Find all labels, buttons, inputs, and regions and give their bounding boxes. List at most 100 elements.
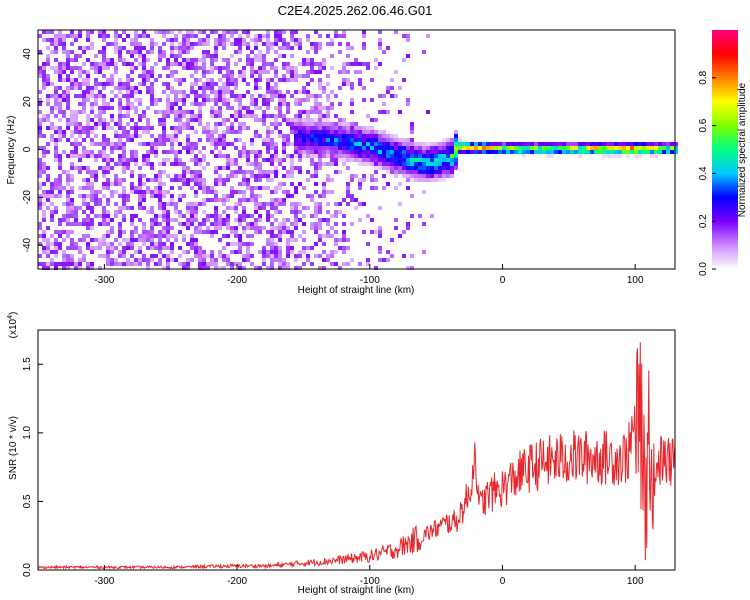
heatmap-cell — [130, 66, 134, 70]
heatmap-cell — [38, 254, 42, 258]
heatmap-cell — [270, 258, 274, 262]
heatmap-cell — [86, 154, 90, 158]
heatmap-cell — [134, 66, 138, 70]
heatmap-cell — [178, 98, 182, 102]
heatmap-cell — [146, 234, 150, 238]
heatmap-cell — [390, 254, 394, 258]
heatmap-cell — [366, 114, 370, 118]
heatmap-cell — [250, 262, 254, 266]
heatmap-cell — [94, 154, 98, 158]
heatmap-cell — [250, 98, 254, 102]
heatmap-cell — [234, 86, 238, 90]
heatmap-cell — [306, 146, 310, 150]
heatmap-cell — [206, 126, 210, 130]
heatmap-cell — [162, 150, 166, 154]
heatmap-cell — [354, 138, 358, 142]
heatmap-cell — [102, 46, 106, 50]
heatmap-cell — [138, 250, 142, 254]
heatmap-cell — [302, 246, 306, 250]
heatmap-cell — [190, 246, 194, 250]
heatmap-cell — [102, 166, 106, 170]
heatmap-cell — [242, 170, 246, 174]
heatmap-cell — [102, 154, 106, 158]
heatmap-cell — [194, 242, 198, 246]
heatmap-cell — [82, 70, 86, 74]
heatmap-cell — [66, 50, 70, 54]
heatmap-cell — [230, 126, 234, 130]
heatmap-cell — [346, 130, 350, 134]
heatmap-cell — [70, 242, 74, 246]
heatmap-cell — [354, 126, 358, 130]
heatmap-cell — [234, 210, 238, 214]
heatmap-cell — [502, 146, 506, 150]
heatmap-cell — [270, 66, 274, 70]
heatmap-cell — [394, 158, 398, 162]
heatmap-cell — [254, 178, 258, 182]
heatmap-cell — [142, 226, 146, 230]
heatmap-cell — [510, 142, 514, 146]
heatmap-cell — [162, 118, 166, 122]
heatmap-cell — [238, 222, 242, 226]
heatmap-cell — [142, 34, 146, 38]
heatmap-cell — [374, 134, 378, 138]
heatmap-cell — [218, 66, 222, 70]
heatmap-cell — [38, 158, 42, 162]
heatmap-cell — [122, 254, 126, 258]
heatmap-cell — [314, 170, 318, 174]
heatmap-cell — [190, 110, 194, 114]
heatmap-cell — [358, 186, 362, 190]
heatmap-cell — [378, 30, 382, 34]
heatmap-cell — [66, 74, 70, 78]
heatmap-cell — [182, 238, 186, 242]
heatmap-cell — [466, 146, 470, 150]
heatmap-cell — [86, 194, 90, 198]
heatmap-cell — [190, 186, 194, 190]
heatmap-cell — [194, 98, 198, 102]
heatmap-cell — [294, 74, 298, 78]
heatmap-cell — [238, 42, 242, 46]
heatmap-cell — [54, 58, 58, 62]
heatmap-cell — [82, 102, 86, 106]
heatmap-cell — [202, 182, 206, 186]
heatmap-cell — [86, 86, 90, 90]
heatmap-cell — [78, 82, 82, 86]
heatmap-cell — [42, 266, 46, 270]
heatmap-cell — [402, 150, 406, 154]
heatmap-cell — [326, 142, 330, 146]
heatmap-cell — [114, 122, 118, 126]
heatmap-cell — [574, 142, 578, 146]
heatmap-cell — [166, 138, 170, 142]
heatmap-cell — [254, 114, 258, 118]
heatmap-cell — [46, 94, 50, 98]
heatmap-cell — [62, 202, 66, 206]
heatmap-cell — [50, 30, 54, 34]
colorbar-tick-label: 0.0 — [698, 262, 709, 276]
heatmap-cell — [130, 214, 134, 218]
heatmap-cell — [306, 170, 310, 174]
heatmap-cell — [410, 214, 414, 218]
heatmap-cell — [298, 138, 302, 142]
heatmap-cell — [366, 150, 370, 154]
heatmap-cell — [150, 134, 154, 138]
heatmap-cell — [54, 126, 58, 130]
heatmap-cell — [530, 150, 534, 154]
heatmap-cell — [190, 210, 194, 214]
heatmap-cell — [158, 198, 162, 202]
heatmap-cell — [122, 142, 126, 146]
heatmap-cell — [126, 98, 130, 102]
heatmap-cell — [70, 190, 74, 194]
heatmap-cell — [58, 126, 62, 130]
heatmap-cell — [130, 262, 134, 266]
heatmap-cell — [346, 186, 350, 190]
heatmap-cell — [186, 210, 190, 214]
heatmap-cell — [378, 110, 382, 114]
heatmap-cell — [486, 150, 490, 154]
heatmap-cell — [110, 150, 114, 154]
heatmap-cell — [114, 134, 118, 138]
heatmap-cell — [214, 38, 218, 42]
heatmap-cell — [318, 82, 322, 86]
heatmap-cell — [86, 214, 90, 218]
heatmap-cell — [102, 158, 106, 162]
heatmap-cell — [270, 254, 274, 258]
heatmap-cell — [118, 118, 122, 122]
